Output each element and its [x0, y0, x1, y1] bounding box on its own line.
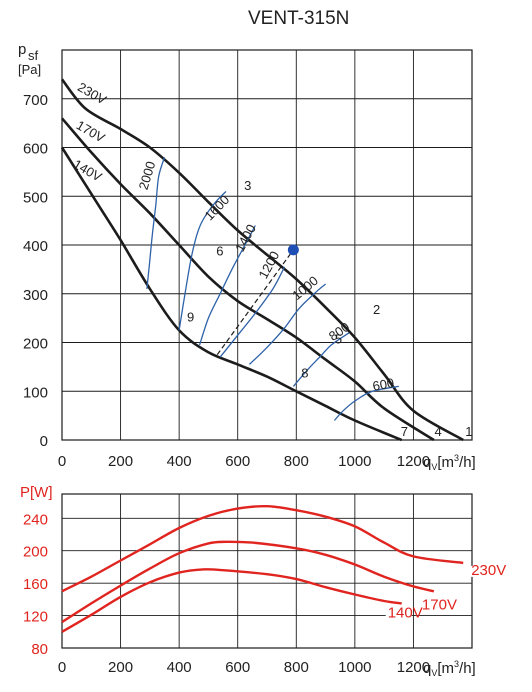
bottom-y-axis-label: P[W] — [20, 484, 53, 501]
rpm-curve-1000 — [248, 283, 327, 365]
bottom-x-tick-label: 800 — [284, 659, 309, 676]
power-label-230V: 230V — [471, 562, 506, 579]
curve-marker-7: 7 — [401, 424, 408, 439]
curve-marker-5: 5 — [335, 331, 342, 346]
bottom-x-tick-label: 200 — [108, 659, 133, 676]
top-y-tick-label: 600 — [23, 141, 48, 158]
operating-point — [287, 244, 299, 256]
top-plot-frame — [61, 49, 473, 441]
rpm-label-2000: 2000 — [136, 159, 159, 191]
bottom-x-tick-label: 0 — [58, 659, 66, 676]
fan-curve-230V — [60, 78, 464, 442]
fan-curve-170V — [61, 117, 435, 442]
bottom-y-tick-label: 160 — [23, 576, 48, 593]
power-label-bg — [419, 600, 446, 612]
bottom-grid — [61, 493, 473, 649]
top-x-tick-label: 1000 — [338, 453, 371, 470]
curve-marker-2: 2 — [373, 302, 380, 317]
bottom-y-tick-label: 200 — [23, 544, 48, 561]
power-curve-140V — [61, 568, 402, 633]
curve-marker-6: 6 — [216, 244, 223, 259]
rpm-curve-800 — [292, 332, 350, 387]
top-x-tick-label: 600 — [225, 453, 250, 470]
top-x-axis-label: qV[m3/h] — [423, 453, 476, 472]
system-curve-dashed — [216, 249, 294, 356]
bottom-y-tick-label: 240 — [23, 511, 48, 528]
bottom-x-tick-label: 1200 — [397, 659, 430, 676]
power-curve-230V — [61, 504, 464, 593]
curve-marker-3: 3 — [244, 178, 251, 193]
top-labels: 0 200 400 600 800 1000 12000100200300400500600… — [18, 41, 476, 472]
rpm-curve-600 — [333, 385, 399, 421]
top-y-tick-label: 200 — [23, 336, 48, 353]
rpm-curve-1400 — [198, 225, 256, 346]
top-y-tick-label: 700 — [23, 92, 48, 109]
bottom-x-axis-label: qV[m3/h] — [423, 659, 476, 678]
curve-marker-8: 8 — [301, 366, 308, 381]
top-x-tick-label: 0 — [58, 453, 66, 470]
bottom-x-tick-label: 600 — [225, 659, 250, 676]
rpm-label-1600: 1600 — [201, 192, 232, 223]
top-x-tick-label: 400 — [167, 453, 192, 470]
bottom-y-tick-label: 120 — [23, 609, 48, 626]
top-y-axis-unit: [Pa] — [18, 62, 41, 77]
top-grid — [61, 49, 473, 441]
top-y-tick-label: 0 — [40, 433, 48, 450]
curve-marker-4: 4 — [434, 424, 441, 439]
top-y-tick-label: 100 — [23, 384, 48, 401]
rpm-curve-2000 — [146, 157, 166, 289]
voltage-label-170V: 170V — [74, 117, 108, 145]
rpm-label-600: 600 — [371, 375, 395, 394]
fan-curve-140V — [60, 146, 403, 442]
top-x-tick-label: 1200 — [397, 453, 430, 470]
bottom-plot-frame — [61, 493, 473, 649]
bottom-y-tick-label: 80 — [31, 641, 48, 658]
bottom-x-tick-label: 400 — [167, 659, 192, 676]
bottom-labels: 0 200 400 600 800 1000 1200 80 120 160 200 240 P[W] q… — [20, 484, 506, 678]
curve-marker-9: 9 — [187, 309, 194, 324]
rpm-curve-1200 — [219, 266, 286, 358]
top-y-tick-label: 400 — [23, 238, 48, 255]
power-label-170V: 170V — [422, 596, 457, 613]
power-label-140V: 140V — [388, 604, 423, 621]
curve-marker-1: 1 — [465, 424, 472, 439]
bottom-x-tick-label: 1000 — [338, 659, 371, 676]
bottom-curves — [61, 504, 464, 633]
top-y-axis-label: p — [18, 41, 26, 58]
top-x-tick-label: 800 — [284, 453, 309, 470]
top-y-axis-label-sub: sf — [28, 48, 39, 63]
top-x-tick-label: 200 — [108, 453, 133, 470]
power-label-bg — [469, 565, 496, 577]
power-label-bg — [385, 608, 412, 620]
rpm-curve-1600 — [178, 190, 227, 331]
top-y-tick-label: 300 — [23, 287, 48, 304]
top-y-tick-label: 500 — [23, 189, 48, 206]
power-curve-170V — [61, 540, 435, 624]
top-curves — [60, 78, 464, 442]
